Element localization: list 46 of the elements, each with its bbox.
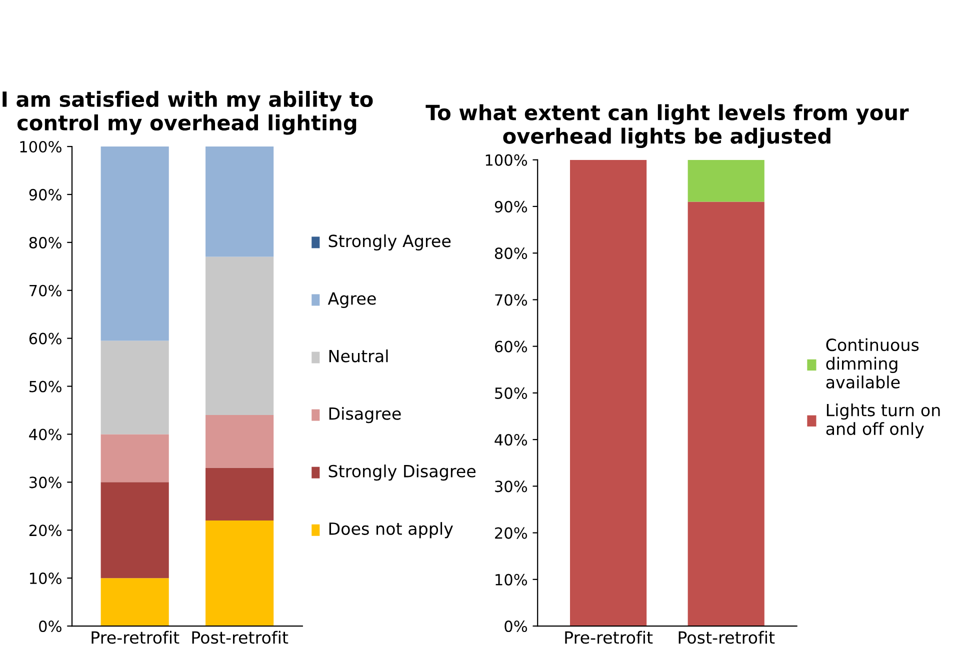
y-tick-label: 60% [29,332,62,344]
x-tick-label: Pre-retrofit [565,630,653,644]
legend-label: Lights turn on and off only [826,404,940,438]
bar [100,578,169,626]
y-tick-label: 100% [20,140,62,153]
bar [100,434,169,482]
legend-label: Strongly Agree [328,234,451,250]
y-tick-label: 20% [495,527,528,539]
legend-label: Strongly Disagree [328,464,476,481]
x-tick-label: Pre-retrofit [92,630,180,644]
bar [100,482,169,578]
y-tick-label: 100% [486,154,528,166]
chart-title: To what extent can light levels from your overhead lights be adjusted [426,104,909,148]
bar [100,340,169,434]
y-tick-label: 70% [30,284,62,296]
legend-label: Disagree [329,406,401,424]
chart-title: I am satisfied with my ability to control my overhead lighting [2,90,373,135]
bar [100,146,169,341]
x-tick-label: Post-retrofit [678,630,775,644]
bar [206,468,274,521]
y-tick-label: 60% [494,340,528,352]
y-tick-label: 40% [29,428,62,440]
legend-label: Continuous dimming available [826,338,919,388]
y-tick-label: 80% [29,236,62,248]
y-tick-label: 90% [494,200,528,212]
bar [206,146,274,257]
bar [206,415,274,468]
y-tick-label: 0% [39,620,62,632]
y-tick-label: 30% [29,476,62,488]
bar [206,520,274,626]
y-tick-label: 80% [494,248,528,260]
y-tick-label: 50% [30,380,62,392]
y-tick-label: 0% [504,620,528,632]
y-tick-label: 40% [494,434,528,446]
y-tick-label: 20% [29,524,62,536]
legend-label: Does not apply [329,522,453,538]
x-tick-label: Post-retrofit [192,630,288,644]
y-tick-label: 30% [495,480,528,492]
y-tick-label: 90% [29,188,62,200]
legend-label: Agree [328,292,376,308]
y-tick-label: 50% [495,387,528,399]
y-tick-label: 10% [496,574,528,586]
bar [206,256,274,416]
y-tick-label: 10% [30,572,62,584]
legend-label: Neutral [329,349,388,362]
y-tick-label: 70% [495,294,528,306]
